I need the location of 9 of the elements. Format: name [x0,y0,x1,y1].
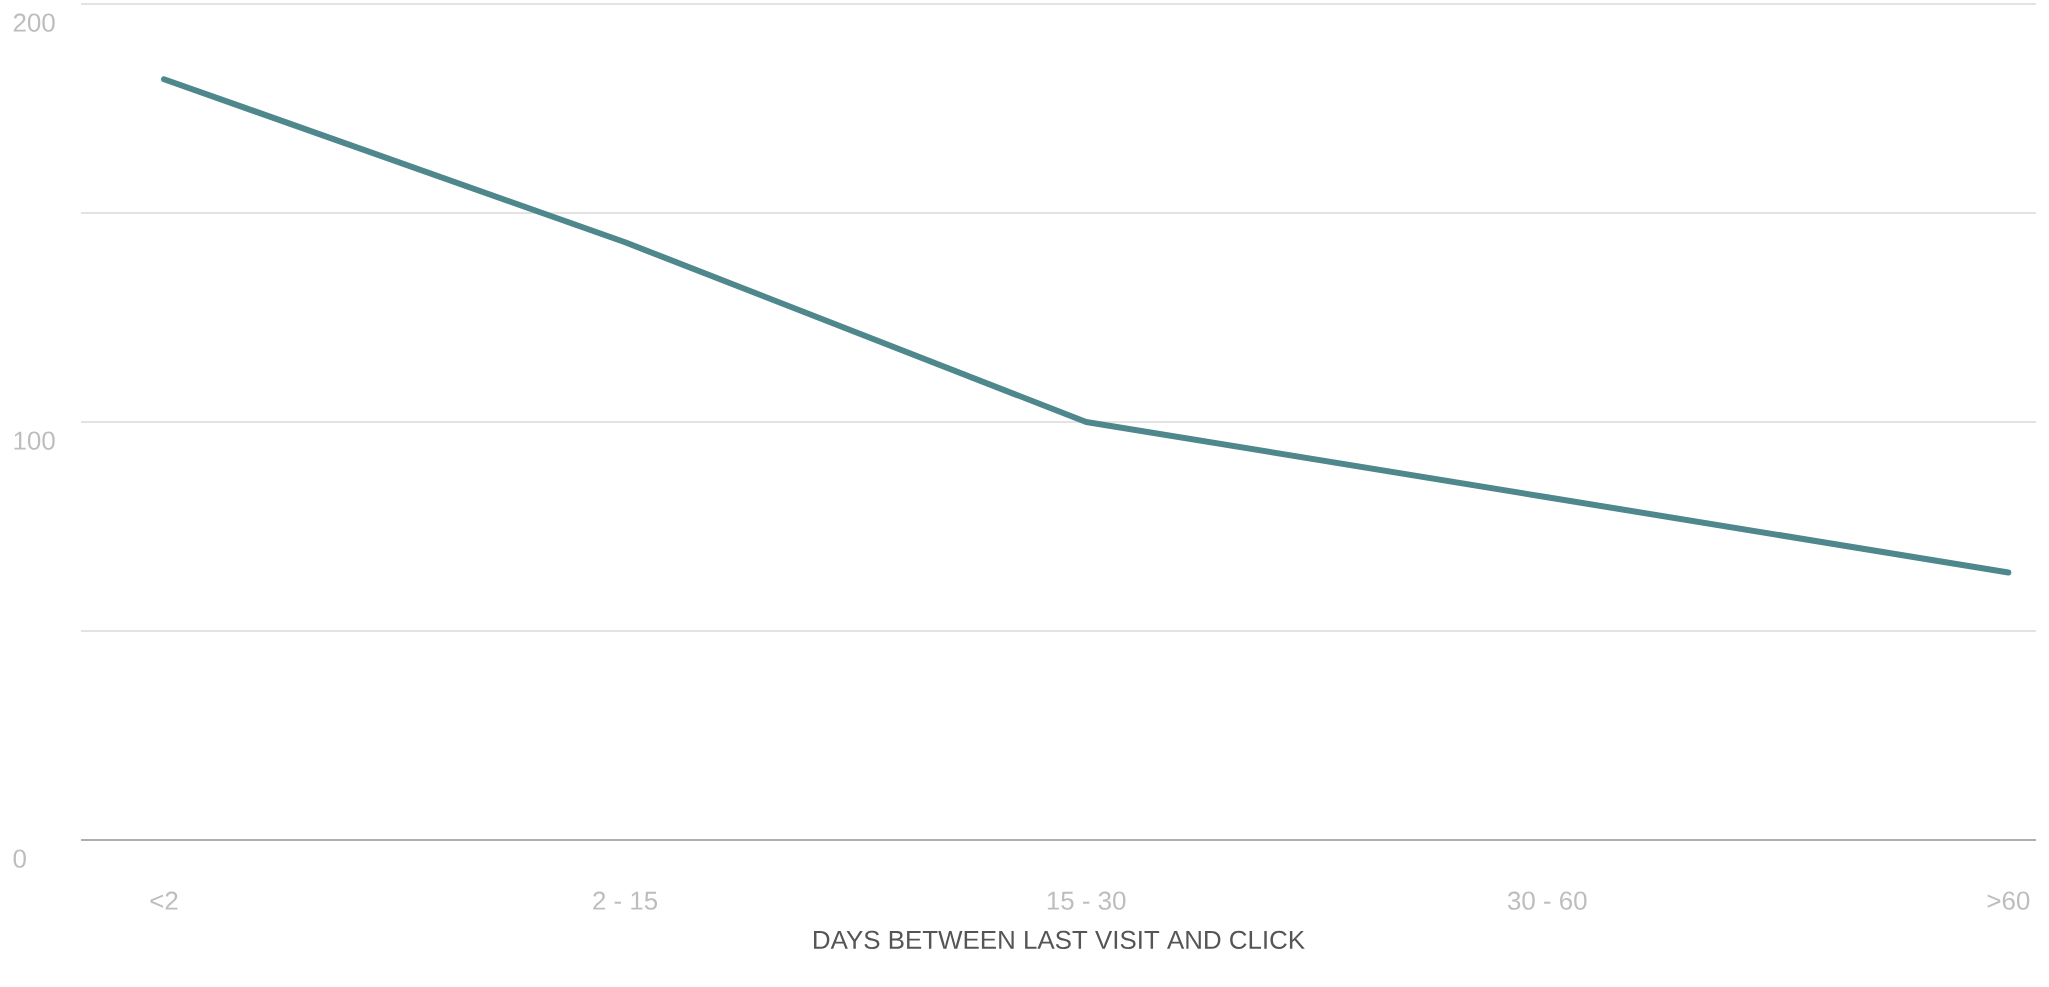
x-tick-label: 30 - 60 [1507,891,1587,910]
y-tick-label: 0 [13,849,26,868]
y-tick-label: 100 [14,431,55,450]
x-tick-label: <2 [150,891,178,910]
x-tick-label: 15 - 30 [1047,891,1126,910]
x-axis-title: DAYS BETWEEN LAST VISIT AND CLICK [814,930,1305,950]
x-tick-label: >60 [1987,891,2030,910]
y-tick-label: 200 [13,13,55,32]
x-tick-label: 2 - 15 [593,891,658,910]
